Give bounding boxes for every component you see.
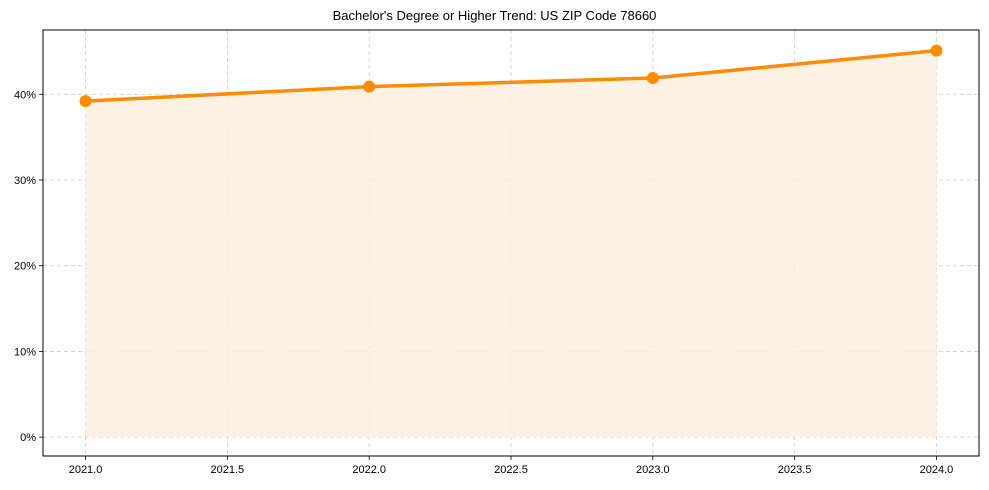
- x-tick-label: 2021.0: [69, 464, 103, 476]
- y-tick-label: 10%: [14, 346, 36, 358]
- data-line: [85, 48, 937, 103]
- x-tick-label: 2023.0: [636, 464, 670, 476]
- area-fill: [85, 50, 937, 438]
- y-axis-ticks: 0% 10% 20% 30% 40%: [14, 89, 43, 444]
- data-point-marker: [930, 44, 943, 57]
- y-tick-label: 20%: [14, 261, 36, 273]
- data-point-marker: [646, 72, 659, 84]
- x-tick-label: 2022.0: [352, 464, 386, 476]
- data-point-marker: [363, 80, 376, 93]
- chart-title: Bachelor's Degree or Higher Trend: US ZI…: [332, 8, 657, 23]
- x-tick-label: 2024.0: [920, 464, 954, 476]
- y-tick-label: 0%: [20, 432, 36, 444]
- x-axis-ticks: 2021.0 2021.5 2022.0 2022.5 2023.0 2023.5 2024…: [69, 456, 954, 476]
- x-tick-label: 2022.5: [494, 464, 528, 476]
- y-tick-label: 30%: [14, 175, 36, 187]
- data-point-marker: [79, 95, 92, 108]
- data-points: [79, 44, 943, 108]
- y-tick-label: 40%: [14, 89, 36, 101]
- x-tick-label: 2023.5: [778, 464, 812, 476]
- x-tick-label: 2021.5: [211, 464, 245, 476]
